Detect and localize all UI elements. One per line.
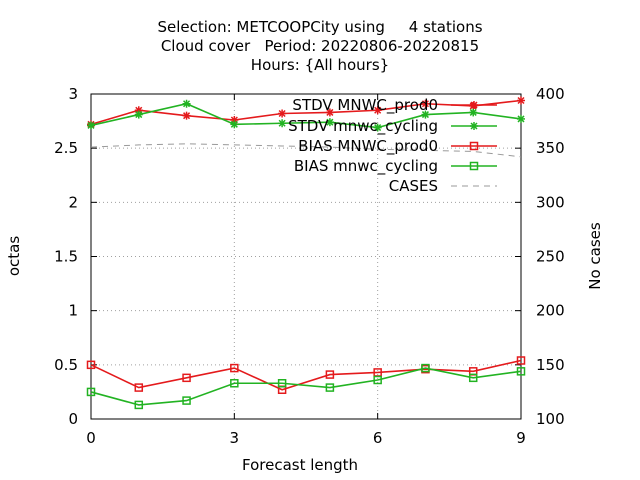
y-tick-label: 0	[68, 410, 78, 428]
y2-tick-label: 400	[536, 85, 565, 103]
data-point-2	[325, 370, 335, 379]
legend-label: BIAS MNWC_prod0	[298, 137, 438, 156]
legend-swatch-marker	[469, 141, 479, 151]
data-point-0	[517, 96, 525, 105]
data-point-0	[182, 111, 191, 120]
data-point-3	[182, 396, 191, 405]
y2-tick-label: 150	[536, 356, 565, 374]
legend-label: STDV MNWC_prod0	[292, 96, 438, 115]
y2-tick-label: 200	[536, 302, 565, 320]
y-tick-label: 2.5	[54, 139, 78, 157]
y2-axis-label: No cases	[586, 222, 604, 290]
x-tick-label: 3	[230, 429, 240, 447]
y2-tick-label: 100	[536, 410, 565, 428]
data-point-2	[516, 356, 526, 365]
data-point-1	[182, 99, 191, 108]
data-point-3	[277, 379, 287, 388]
data-point-3	[373, 375, 382, 385]
legend-label: CASES	[389, 177, 438, 195]
data-point-0	[278, 109, 287, 118]
x-tick-label: 6	[373, 429, 383, 447]
data-point-3	[468, 373, 478, 383]
data-point-0	[373, 106, 382, 115]
data-point-1	[469, 108, 478, 117]
data-point-2	[134, 383, 144, 392]
y-tick-label: 1	[68, 302, 78, 320]
data-point-0	[421, 99, 430, 108]
data-point-3	[325, 383, 335, 392]
y2-tick-label: 250	[536, 248, 565, 266]
data-point-1	[134, 110, 143, 119]
data-point-1	[373, 123, 382, 132]
title-line-3: Hours: {All hours}	[250, 56, 390, 74]
data-point-1	[87, 121, 95, 130]
data-point-2	[86, 360, 96, 370]
y-tick-label: 2	[68, 193, 78, 211]
y-tick-label: 0.5	[54, 356, 78, 374]
legend-swatch-marker	[470, 101, 478, 109]
data-point-3	[516, 367, 526, 376]
data-point-1	[278, 119, 287, 128]
series-line-2	[90, 359, 522, 391]
data-point-3	[86, 387, 96, 397]
data-point-1	[325, 118, 334, 127]
data-point-3	[134, 400, 144, 410]
legend-label: STDV mnwc_cycling	[288, 117, 438, 136]
data-point-3	[230, 379, 239, 388]
data-point-1	[517, 114, 525, 123]
series-line-4	[90, 143, 522, 158]
legend-swatch-marker	[470, 122, 478, 130]
legend-swatch-marker	[469, 161, 479, 171]
x-tick-label: 9	[516, 429, 526, 447]
x-axis-label: Forecast length	[242, 456, 359, 474]
legend-label: BIAS mnwc_cycling	[294, 157, 438, 176]
y2-tick-label: 300	[536, 193, 565, 211]
series-line-1	[90, 102, 522, 129]
y-axis-label: octas	[5, 235, 23, 277]
y2-tick-label: 350	[536, 139, 565, 157]
series-line-3	[90, 367, 522, 406]
data-point-2	[182, 373, 191, 383]
data-point-3	[421, 363, 430, 373]
title-line-1: Selection: METCOOPCity using 4 stations	[157, 18, 483, 36]
y-tick-label: 1.5	[54, 248, 78, 266]
series-line-0	[90, 99, 522, 126]
x-tick-label: 0	[86, 429, 96, 447]
data-point-1	[230, 120, 239, 129]
data-point-2	[230, 363, 239, 373]
data-point-0	[325, 108, 334, 117]
data-point-1	[421, 110, 430, 119]
y-tick-label: 3	[68, 85, 78, 103]
title-line-2: Cloud cover Period: 20220806-20220815	[160, 37, 480, 55]
